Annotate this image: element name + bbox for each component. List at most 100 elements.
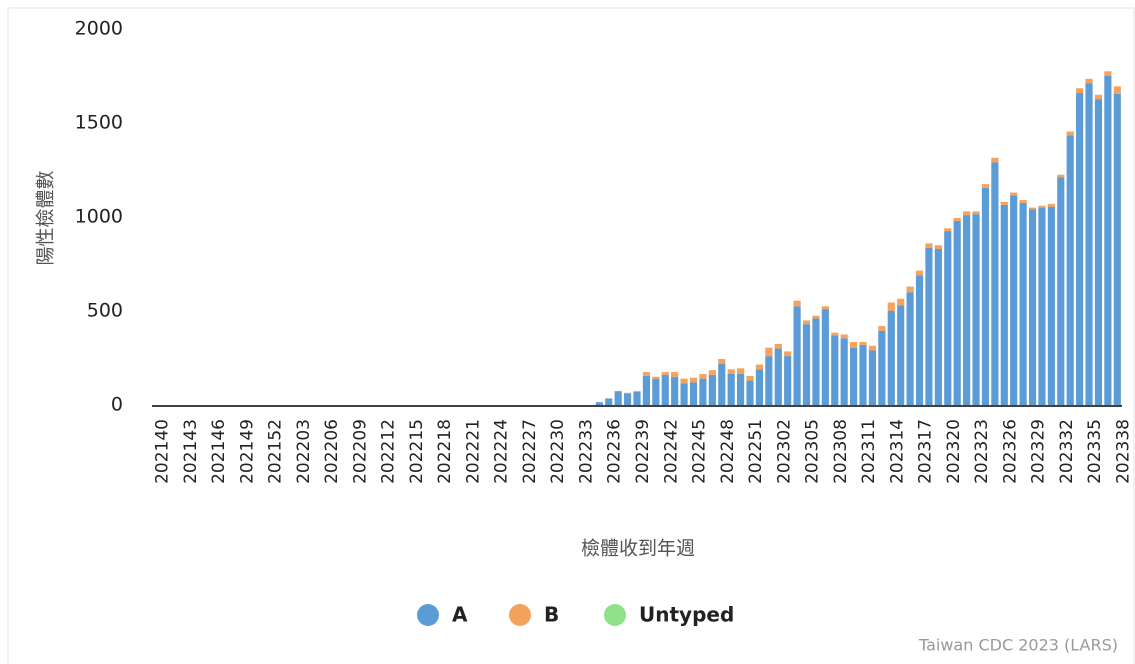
bar-segment	[746, 375, 754, 381]
bar-segment	[671, 372, 679, 377]
x-tick-label: 202338	[1113, 419, 1133, 484]
bar-segment	[991, 162, 999, 405]
legend-marker	[604, 604, 626, 626]
x-tick-label: 202311	[859, 419, 879, 484]
bar-segment	[840, 338, 848, 405]
legend-label: B	[544, 603, 559, 627]
bar-segment	[802, 320, 811, 325]
bar-segment	[1000, 204, 1008, 405]
bar-segment	[1094, 94, 1103, 100]
bar-segment	[915, 270, 924, 276]
bar-segment	[944, 228, 952, 232]
bar-segment	[934, 245, 942, 249]
bar-segment	[718, 363, 726, 405]
x-tick-label: 202302	[774, 419, 794, 484]
bar-segment	[765, 356, 773, 405]
bar-segment	[708, 374, 716, 405]
bar-segment	[887, 311, 895, 405]
bar-segment	[718, 358, 726, 364]
x-tick-label: 202206	[322, 419, 342, 484]
bar-segment	[708, 370, 716, 375]
bar-segment	[605, 398, 613, 405]
source: Taiwan CDC 2023 (LARS)	[918, 636, 1118, 655]
bar-segment	[1085, 83, 1093, 406]
x-tick-label: 202335	[1085, 419, 1105, 484]
bar-segment	[727, 369, 735, 374]
bar-segment	[746, 380, 754, 405]
x-tick-label: 202305	[803, 419, 823, 484]
x-tick-label: 202242	[661, 419, 681, 484]
bar-segment	[1076, 88, 1084, 93]
bar-segment	[774, 348, 782, 405]
bar-segment	[784, 351, 792, 357]
bar-segment	[661, 372, 669, 375]
x-tick-label: 202143	[181, 419, 201, 484]
bar-segment	[802, 324, 811, 405]
y-tick-label: 500	[87, 300, 123, 322]
bar-segment	[652, 376, 660, 379]
bar-segment	[1104, 71, 1112, 76]
y-tick-label: 1500	[75, 112, 123, 134]
bar-segment	[953, 217, 961, 221]
bar-segment	[642, 372, 650, 376]
legend-label: A	[452, 603, 468, 627]
x-tick-label: 202203	[294, 419, 314, 484]
bar-segment	[850, 342, 858, 348]
x-tick-label: 202146	[209, 419, 229, 484]
x-tick-label: 202314	[887, 419, 907, 484]
bar-segment	[840, 334, 848, 339]
legend-marker	[509, 604, 531, 626]
bar-segment	[1019, 202, 1027, 405]
bar-segment	[972, 214, 980, 405]
x-tick-label: 202230	[548, 419, 568, 484]
x-tick-label: 202326	[1000, 419, 1020, 484]
frame	[7, 7, 1135, 664]
bar-segment	[963, 211, 971, 216]
x-tick-label: 202152	[266, 419, 286, 484]
bar-segment	[812, 318, 820, 405]
bar-segment	[1057, 177, 1065, 405]
bar-segment	[1038, 207, 1046, 405]
bar-segment	[925, 248, 933, 405]
bar-segment	[897, 298, 905, 306]
bar-segment	[755, 369, 764, 405]
bar-segment	[906, 292, 914, 405]
bar-segment	[671, 376, 679, 405]
x-tick-label: 202332	[1057, 419, 1077, 484]
bar-segment	[624, 393, 632, 405]
bar-segment	[1113, 86, 1121, 94]
bar-segment	[934, 248, 942, 405]
bar-segment	[680, 383, 688, 405]
x-tick-label: 202212	[379, 419, 399, 484]
bar-segment	[878, 326, 886, 331]
bar-segment	[1010, 195, 1018, 405]
x-tick-label: 202317	[916, 419, 936, 484]
x-tick-label: 202227	[520, 419, 540, 484]
bar-segment	[925, 243, 933, 249]
bar-segment	[831, 335, 839, 405]
bar-segment	[868, 345, 877, 351]
bar-segment	[821, 306, 829, 310]
bar-segment	[642, 375, 650, 405]
bar-segment	[1085, 78, 1093, 84]
bar-segment	[1010, 192, 1018, 196]
bar-segment	[906, 286, 914, 293]
x-tick-label: 202323	[972, 419, 992, 484]
x-tick-label: 202140	[153, 419, 173, 484]
bar-segment	[859, 344, 867, 405]
y-tick-label: 2000	[75, 18, 123, 40]
x-tick-label: 202149	[237, 419, 257, 484]
x-tick-label: 202245	[690, 419, 710, 484]
bar-segment	[699, 378, 707, 405]
bar-segment	[1094, 99, 1103, 405]
bar-segment	[793, 300, 801, 307]
bar-segment	[831, 332, 839, 336]
bar-segment	[868, 350, 877, 405]
bar-segment	[878, 330, 886, 405]
bar-segment	[1028, 209, 1037, 405]
bar-segment	[1066, 135, 1074, 405]
x-tick-label: 202215	[407, 419, 427, 484]
bar-segment	[765, 347, 773, 357]
bar-segment	[1076, 92, 1084, 406]
